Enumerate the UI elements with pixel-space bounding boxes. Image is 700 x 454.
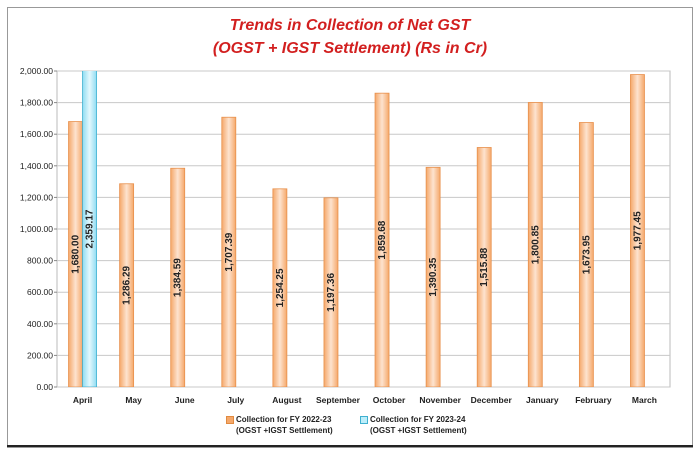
y-tick-label: 1,400.00 — [20, 161, 53, 171]
legend-item: Collection for FY 2023-24 (OGST +IGST Se… — [360, 414, 467, 436]
x-tick-label: December — [471, 395, 513, 405]
y-tick-label: 1,800.00 — [20, 98, 53, 108]
value-label: 1,254.25 — [275, 268, 286, 307]
bars — [68, 71, 645, 387]
bar — [221, 116, 237, 387]
value-label: 1,680.00 — [71, 234, 82, 273]
legend-swatch — [226, 416, 234, 424]
bar — [425, 166, 441, 387]
y-tick-label: 1,000.00 — [20, 224, 53, 234]
x-tick-label: April — [73, 395, 92, 405]
y-tick-label: 1,600.00 — [20, 129, 53, 139]
x-tick-label: March — [632, 395, 657, 405]
value-label: 1,673.95 — [581, 235, 592, 274]
value-label: 1,859.68 — [377, 220, 388, 259]
bar — [527, 102, 543, 387]
value-label: 1,286.29 — [122, 265, 133, 304]
legend-swatch — [360, 416, 368, 424]
value-label: 1,197.36 — [326, 273, 337, 312]
value-label: 1,707.39 — [224, 232, 235, 271]
x-tick-label: November — [419, 395, 461, 405]
x-tick-label: August — [272, 395, 301, 405]
bar — [119, 183, 135, 387]
bar — [170, 167, 186, 387]
value-label: 1,977.45 — [632, 211, 643, 250]
x-tick-label: June — [175, 395, 195, 405]
y-tick-label: 800.00 — [27, 256, 53, 266]
value-label: 2,359.17 — [85, 209, 96, 248]
value-label: 1,390.35 — [428, 257, 439, 296]
value-label: 1,515.88 — [479, 247, 490, 286]
x-tick-label: January — [526, 395, 559, 405]
y-tick-label: 2,000.00 — [20, 66, 53, 76]
y-tick-label: 400.00 — [27, 319, 53, 329]
x-tick-label: February — [575, 395, 612, 405]
x-tick-label: October — [373, 395, 406, 405]
y-tick-label: 1,200.00 — [20, 192, 53, 202]
y-tick-label: 0.00 — [36, 382, 53, 392]
chart-title: (OGST + IGST Settlement) (Rs in Cr) — [213, 40, 487, 57]
y-tick-label: 600.00 — [27, 287, 53, 297]
x-tick-label: September — [316, 395, 361, 405]
bar — [82, 71, 97, 387]
legend-item: Collection for FY 2022-23 (OGST +IGST Se… — [226, 414, 333, 436]
value-label: 1,384.59 — [173, 258, 184, 297]
chart-title: Trends in Collection of Net GST — [230, 17, 472, 34]
bar — [323, 197, 339, 387]
bar — [630, 74, 645, 387]
value-label: 1,800.85 — [530, 225, 541, 264]
x-tick-label: July — [227, 395, 244, 405]
legend-label: Collection for FY 2023-24 (OGST +IGST Se… — [370, 415, 467, 435]
bar — [272, 188, 288, 387]
legend-label: Collection for FY 2022-23 (OGST +IGST Se… — [236, 415, 333, 435]
bar — [374, 92, 390, 387]
y-tick-label: 200.00 — [27, 350, 53, 360]
bar — [578, 122, 594, 387]
bar — [476, 147, 492, 387]
x-tick-label: May — [125, 395, 142, 405]
